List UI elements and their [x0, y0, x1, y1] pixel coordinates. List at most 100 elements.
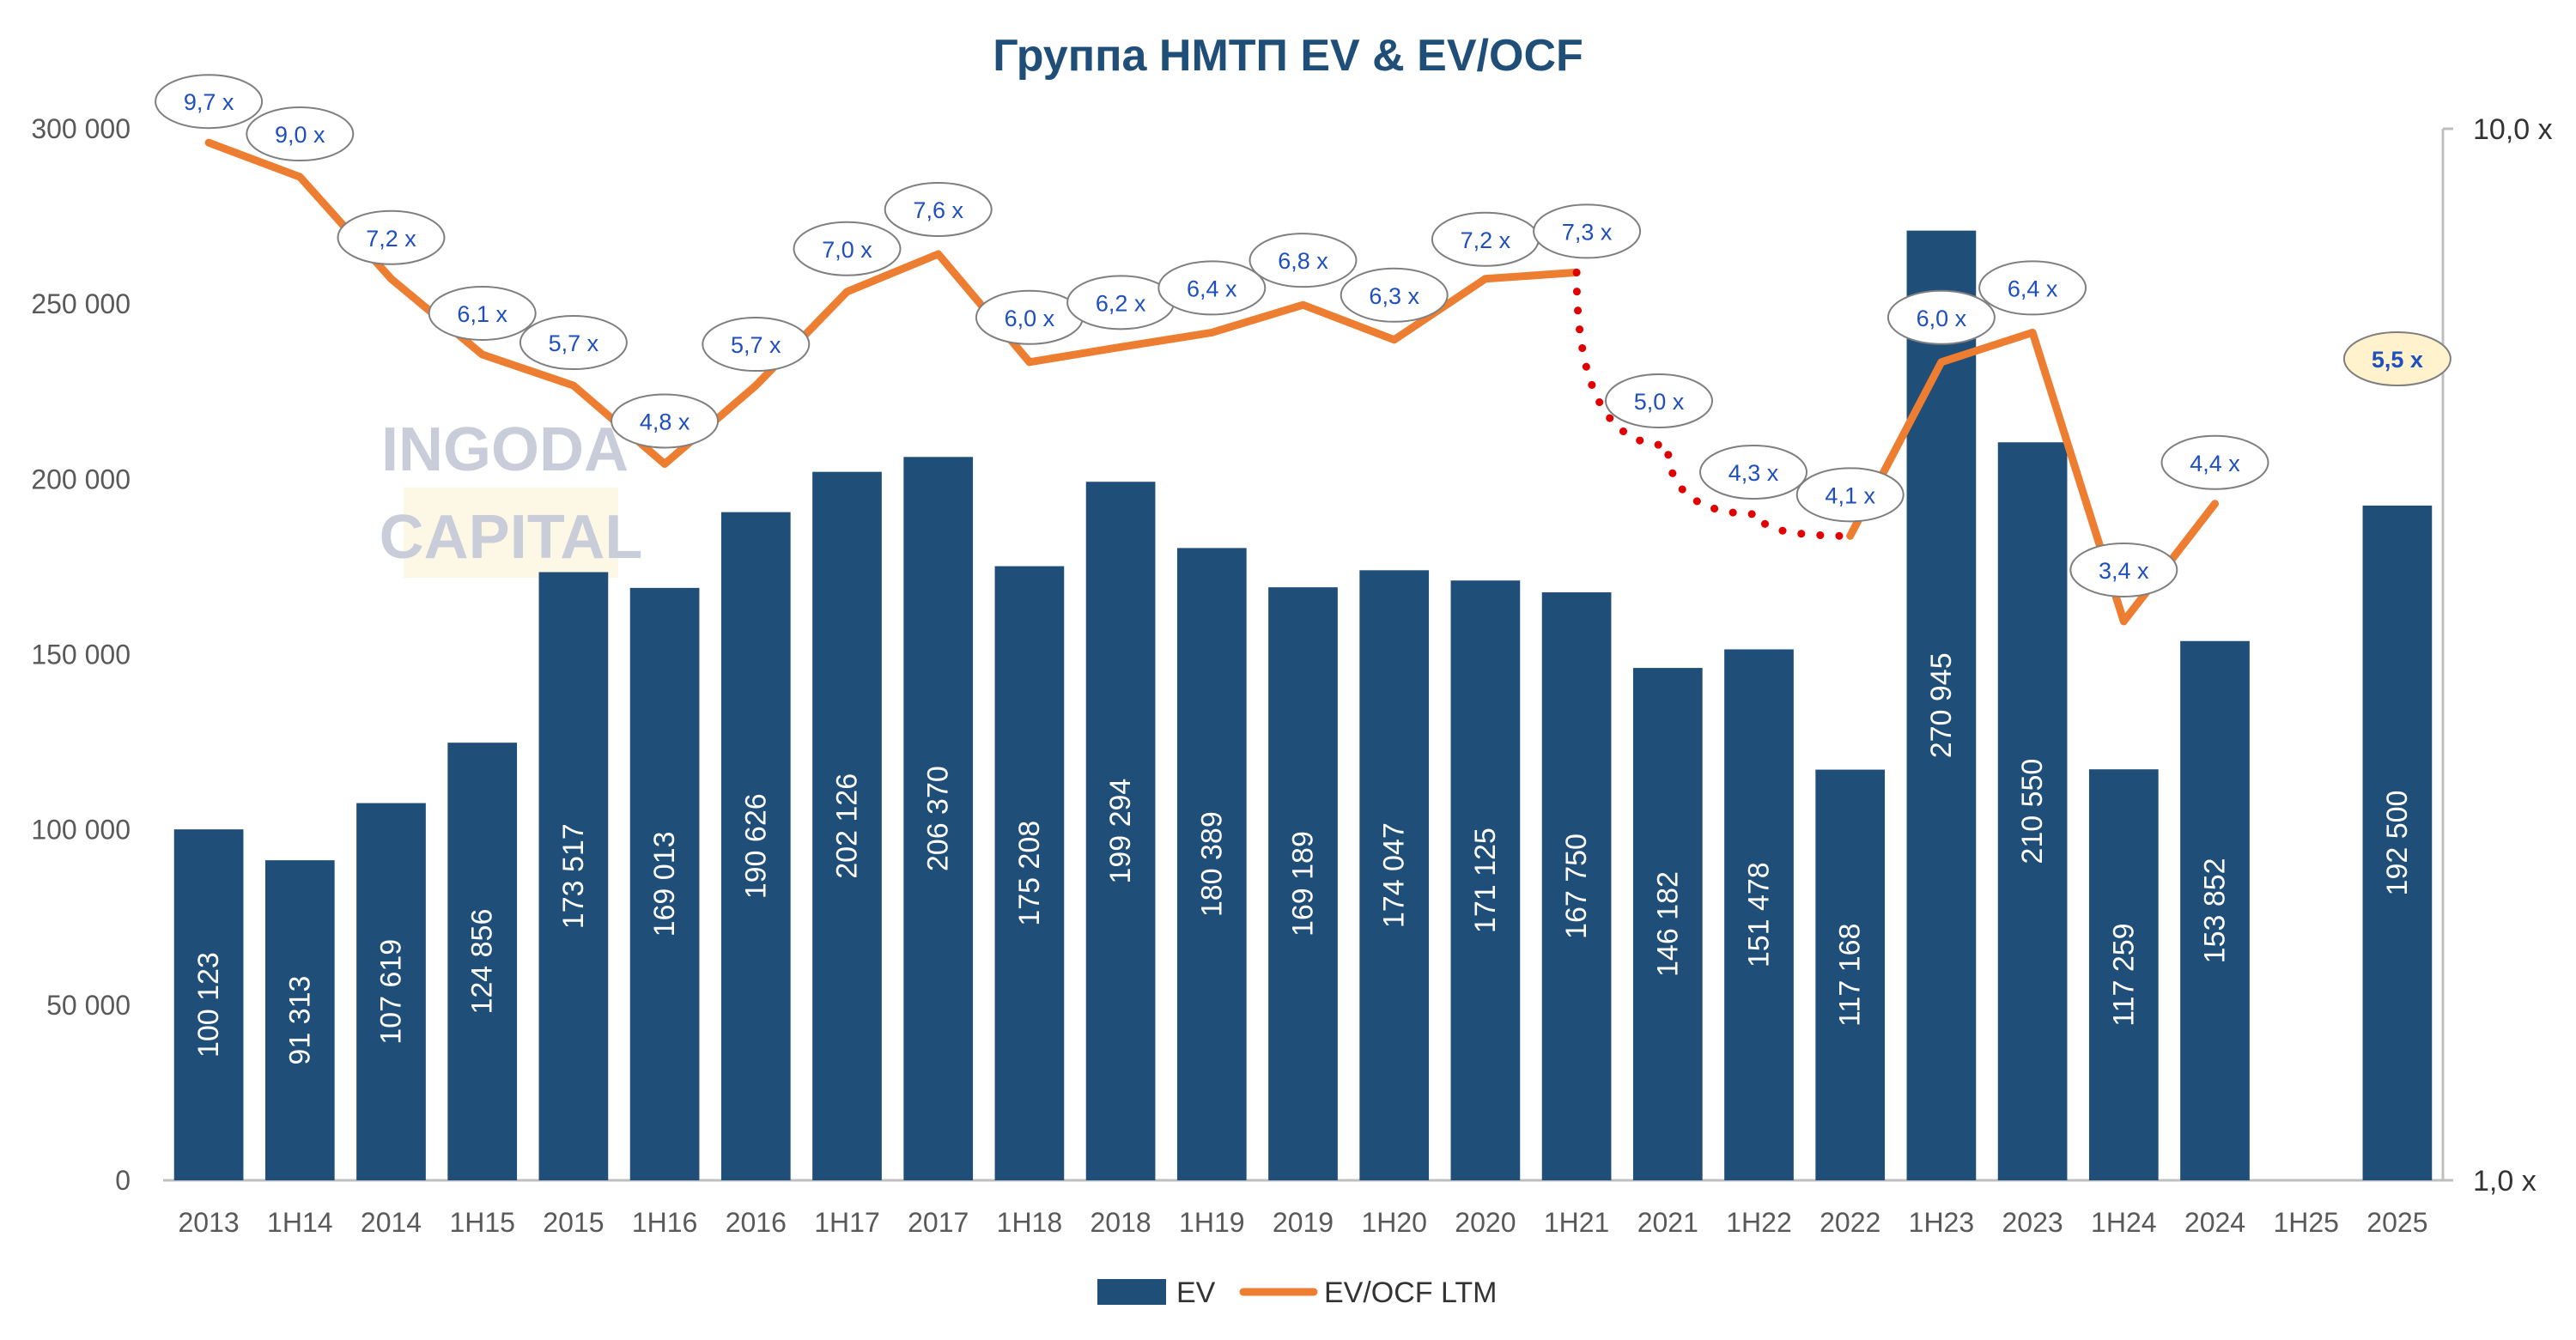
watermark-line1: INGODA — [381, 415, 629, 484]
ev-bar — [2362, 505, 2433, 1180]
x-tick-label: 2018 — [1091, 1207, 1151, 1238]
watermark-line2: CAPITAL — [380, 503, 643, 572]
ev-ocf-value-label: 5,5 x — [2372, 347, 2423, 373]
ev-ocf-value-label: 4,4 x — [2190, 451, 2240, 476]
x-tick-label: 1H25 — [2273, 1207, 2339, 1238]
ev-bar — [1176, 548, 1247, 1180]
ev-ocf-label-bubble — [2069, 542, 2178, 597]
ev-ocf-label-bubble — [884, 182, 993, 238]
x-tick-label: 2024 — [2184, 1207, 2245, 1238]
y-right-tick-label: 10,0 x — [2473, 113, 2553, 146]
y-left-tick-label: 150 000 — [31, 640, 131, 670]
ev-bar — [1450, 580, 1521, 1180]
ev-ocf-value-label: 6,4 x — [1187, 276, 1237, 301]
ev-bar — [447, 743, 518, 1180]
ev-bar-value-label: 210 550 — [2016, 759, 2049, 864]
ev-ocf-value-label: 7,6 x — [913, 197, 963, 223]
ev-bar — [1724, 649, 1794, 1180]
x-tick-label: 1H20 — [1361, 1207, 1427, 1238]
y-left-tick-label: 0 — [115, 1165, 131, 1196]
legend-ev-swatch — [1097, 1279, 1166, 1305]
chart-title: Группа НМТП EV & EV/OCF — [993, 31, 1583, 81]
ev-ocf-value-label: 6,8 x — [1278, 248, 1328, 274]
ev-ocf-label-bubble — [611, 393, 720, 449]
ev-bar-value-label: 100 123 — [192, 952, 225, 1058]
x-tick-label: 2013 — [179, 1207, 240, 1238]
ev-ocf-value-label: 6,4 x — [2008, 276, 2058, 301]
ev-bar-value-label: 270 945 — [1925, 652, 1958, 758]
ev-bar-value-label: 153 852 — [2199, 858, 2232, 963]
ev-ocf-value-label: 7,2 x — [1461, 227, 1511, 253]
ev-ocf-label-bubble — [1795, 467, 1905, 523]
ev-ocf-value-label: 5,0 x — [1634, 389, 1685, 415]
ev-bar — [1997, 442, 2068, 1180]
ev-bar-value-label: 175 208 — [1013, 821, 1046, 926]
x-tick-label: 2016 — [726, 1207, 787, 1238]
ev-bar — [1815, 769, 1886, 1180]
ev-bar-value-label: 174 047 — [1378, 822, 1411, 928]
y-left-tick-label: 50 000 — [46, 990, 131, 1021]
ev-bar-value-label: 202 126 — [831, 773, 864, 879]
ev-ocf-label-bubble — [1249, 233, 1358, 288]
ev-bar — [1632, 668, 1703, 1180]
ev-ocf-value-label: 3,4 x — [2099, 558, 2149, 584]
ev-ocf-label-bubble — [1340, 267, 1449, 323]
y-right-tick-label: 1,0 x — [2473, 1165, 2537, 1198]
ev-bar-value-label: 180 389 — [1195, 811, 1228, 917]
ev-ocf-value-label: 7,0 x — [822, 237, 872, 263]
ev-ocf-value-label: 7,2 x — [366, 226, 416, 252]
x-tick-label: 2021 — [1637, 1207, 1698, 1238]
ev-ocf-label-bubble — [1157, 260, 1267, 316]
ev-ocf-value-label: 9,0 x — [275, 122, 325, 148]
ev-bar — [1541, 592, 1612, 1180]
ev-ocf-line-dotted — [1572, 268, 1855, 540]
x-tick-label: 2014 — [361, 1207, 422, 1238]
ev-ocf-value-label: 5,7 x — [731, 332, 781, 358]
ev-bar-value-label: 117 168 — [1834, 924, 1867, 1027]
ev-ocf-value-label: 5,7 x — [549, 330, 599, 356]
ev-bar-value-label: 151 478 — [1743, 862, 1776, 967]
ev-ocf-label-bubble — [337, 209, 446, 265]
ev-ocf-value-label: 6,0 x — [1005, 306, 1055, 331]
ev-bar — [1906, 230, 1977, 1180]
x-tick-label: 1H23 — [1909, 1207, 1975, 1238]
x-tick-label: 1H14 — [267, 1207, 333, 1238]
ev-bar-value-label: 167 750 — [1560, 834, 1593, 939]
x-tick-label: 1H15 — [449, 1207, 515, 1238]
x-tick-label: 1H18 — [997, 1207, 1063, 1238]
ev-bar-value-label: 91 313 — [283, 976, 316, 1065]
ev-bar-value-label: 192 500 — [2381, 791, 2414, 896]
watermark-background — [404, 488, 618, 578]
watermark: INGODA CAPITAL — [380, 415, 643, 578]
bars-layer: 100 123 91 313 107 619 124 856 173 517 169 01… — [173, 230, 2433, 1180]
ev-ocf-label-bubble — [702, 317, 811, 373]
ev-bar — [629, 587, 700, 1180]
ev-ocf-value-label: 6,2 x — [1096, 290, 1146, 316]
ev-bar-value-label: 169 013 — [648, 831, 681, 937]
x-tick-label: 2015 — [543, 1207, 604, 1238]
ev-ocf-label-bubble — [1605, 373, 1713, 428]
ev-ocf-value-label: 4,3 x — [1728, 460, 1779, 486]
legend-ev-label: EV — [1176, 1276, 1216, 1309]
x-tick-label: 2022 — [1820, 1207, 1880, 1238]
ev-bar — [994, 566, 1065, 1180]
legend-ev-ocf-label: EV/OCF LTM — [1324, 1276, 1498, 1309]
x-tick-label: 1H19 — [1179, 1207, 1245, 1238]
ev-ocf-value-label: 6,1 x — [457, 301, 507, 327]
ev-bar — [720, 512, 791, 1180]
x-tick-label: 1H16 — [632, 1207, 698, 1238]
x-tick-label: 2025 — [2366, 1207, 2427, 1238]
ev-bar-value-label: 190 626 — [739, 793, 772, 899]
ev-bar-value-label: 173 517 — [557, 823, 590, 929]
ev-bar-value-label: 117 259 — [2107, 923, 2140, 1026]
ev-bar-value-label: 199 294 — [1104, 779, 1137, 884]
ev-ocf-value-label: 6,0 x — [1917, 306, 1967, 331]
ev-bar — [264, 860, 335, 1180]
x-tick-label: 1H22 — [1726, 1207, 1792, 1238]
y-left-tick-label: 250 000 — [31, 288, 131, 319]
ev-bar-value-label: 169 189 — [1287, 831, 1320, 937]
ev-bar — [1359, 570, 1430, 1180]
ev-ocf-value-label: 4,1 x — [1825, 482, 1875, 508]
